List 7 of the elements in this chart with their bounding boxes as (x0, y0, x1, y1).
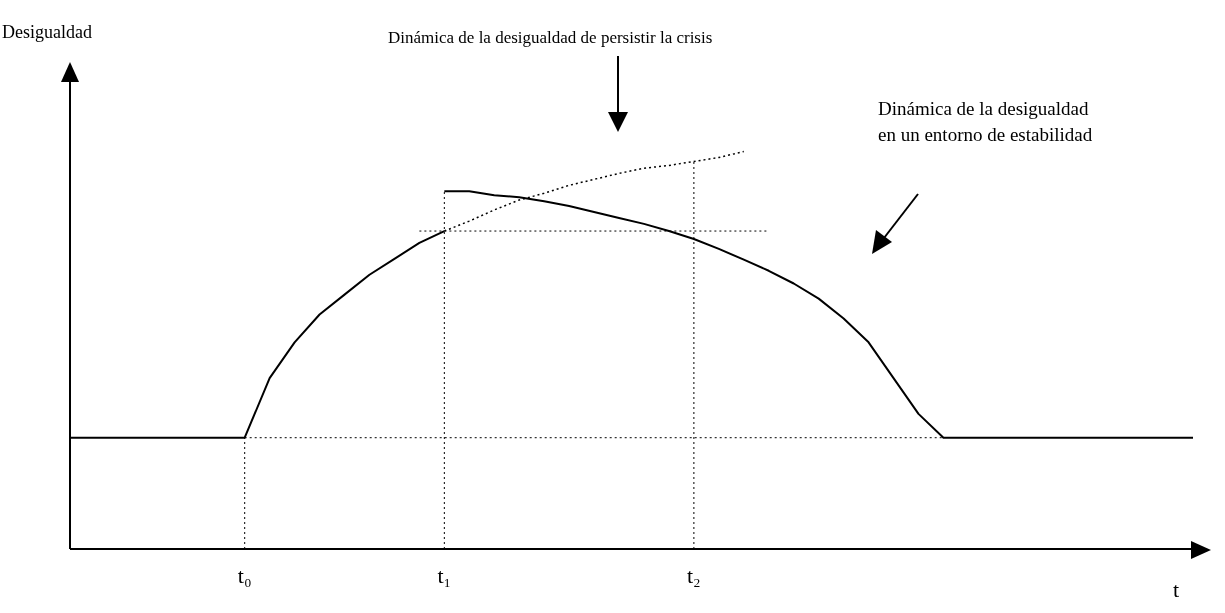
x-tick-label: t₀ (237, 563, 252, 588)
x-tick-label: t₁ (437, 563, 452, 588)
x-axis-title: t (1173, 577, 1180, 603)
text: Dinámica de la desigualdad en un entorno de estabilidad (878, 97, 1093, 147)
text: Dinámica de la desigualdad de persistir la crisis (388, 28, 713, 48)
x-tick-label: t₂ (686, 563, 701, 588)
text: Desigualdad (2, 22, 92, 43)
